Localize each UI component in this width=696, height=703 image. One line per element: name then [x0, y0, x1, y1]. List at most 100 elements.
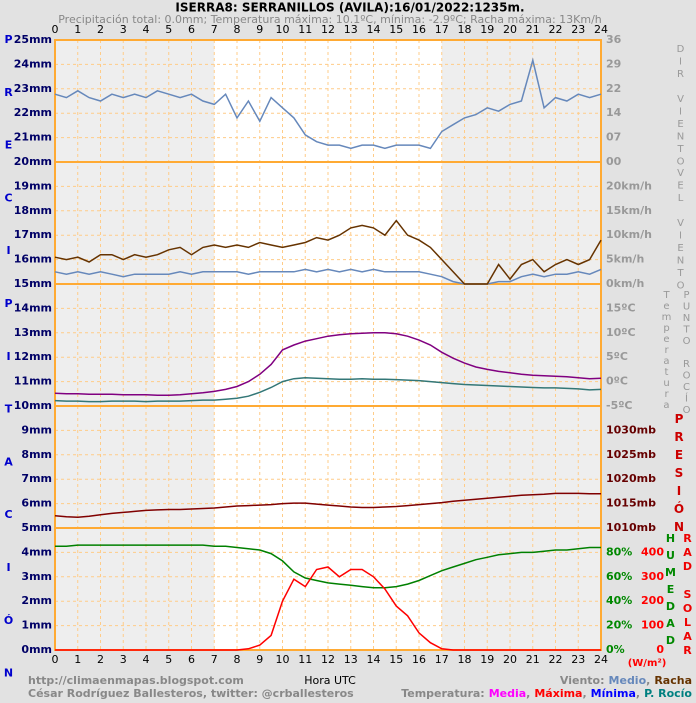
y2-tick-label: 0	[656, 643, 664, 656]
y-tick-label: 11mm	[14, 375, 52, 388]
x-tick-label: 15	[389, 653, 403, 666]
x-tick-label: 8	[234, 23, 241, 36]
series-line	[54, 219, 602, 285]
y-tick-label: 10ºC	[606, 326, 636, 339]
x-tick-label: 0	[52, 653, 59, 666]
y-tick-label: 40%	[606, 594, 632, 607]
x-tick-label: 6	[188, 23, 195, 36]
y2-unit: (W/m²)	[628, 658, 667, 669]
y-tick-label: 8mm	[21, 448, 52, 461]
precip-label: PRECIPITACIÓN	[2, 33, 15, 703]
x-tick-label: 1	[74, 23, 81, 36]
x-tick-label: 7	[211, 23, 218, 36]
y2-tick-label: 400	[641, 545, 664, 558]
y-tick-label: 23mm	[14, 82, 52, 95]
x-tick-label: 13	[344, 653, 358, 666]
series-line	[54, 376, 602, 403]
x-tick-label: 10	[276, 23, 290, 36]
x-tick-label: 4	[143, 653, 150, 666]
legend: Viento: Medio, Racha	[560, 674, 692, 687]
legend-title: Viento:	[560, 674, 605, 687]
panel-label: VEL VIENTO	[675, 168, 686, 293]
y-tick-label: 17mm	[14, 228, 52, 241]
panel-label: PUNTO ROCÍO	[681, 290, 692, 417]
y-tick-label: 15km/h	[606, 204, 652, 217]
plot-frame	[54, 39, 602, 651]
y2-tick-label: 300	[641, 570, 664, 583]
y-tick-label: 07	[606, 131, 621, 144]
x-axis-label: Hora UTC	[304, 674, 356, 687]
night-shade	[55, 40, 215, 650]
y-tick-label: 36	[606, 33, 622, 46]
x-tick-label: 22	[549, 23, 563, 36]
y-tick-label: 1015mb	[606, 497, 656, 510]
y-tick-label: 5mm	[21, 521, 52, 534]
y-tick-label: 00	[606, 155, 622, 168]
x-tick-label: 24	[594, 23, 608, 36]
x-tick-label: 23	[571, 653, 585, 666]
x-tick-label: 11	[298, 23, 312, 36]
y-tick-label: 21mm	[14, 131, 52, 144]
y-tick-label: 6mm	[21, 497, 52, 510]
legend-entry: Mínima	[591, 687, 636, 700]
legend-separator: ,	[636, 687, 640, 700]
y-tick-label: 20km/h	[606, 179, 652, 192]
x-tick-label: 16	[412, 23, 426, 36]
legend-entry: P. Rocío	[644, 687, 692, 700]
y-tick-label: 20%	[606, 619, 632, 632]
series-line	[55, 544, 601, 589]
x-tick-label: 20	[503, 23, 517, 36]
x-tick-label: 16	[412, 653, 426, 666]
y-tick-label: 0%	[606, 643, 625, 656]
y-tick-label: 15ºC	[606, 301, 636, 314]
x-tick-label: 10	[276, 653, 290, 666]
x-tick-label: 9	[256, 23, 263, 36]
panel-label: DIR VIENTO	[675, 44, 686, 169]
x-tick-label: 22	[549, 653, 563, 666]
series-line	[54, 332, 602, 397]
panel-label: Temperatura	[661, 290, 672, 411]
y-tick-label: 10km/h	[606, 228, 652, 241]
x-tick-label: 8	[234, 653, 241, 666]
legend-separator: ,	[582, 687, 586, 700]
credit: http://climaenmapas.blogspot.com	[28, 674, 244, 687]
legend-separator: ,	[646, 674, 650, 687]
panel-label: HUMEDAD	[664, 532, 677, 651]
y-tick-label: 4mm	[21, 545, 52, 558]
legend-entry: Medio	[609, 674, 647, 687]
y-tick-label: 16mm	[14, 253, 52, 266]
x-tick-label: 3	[120, 23, 127, 36]
x-tick-label: 23	[571, 23, 585, 36]
x-tick-label: 18	[458, 653, 472, 666]
y2-tick-label: 100	[641, 619, 664, 632]
x-tick-label: 7	[211, 653, 218, 666]
x-tick-label: 15	[389, 23, 403, 36]
series-line	[55, 566, 601, 651]
y-tick-label: 9mm	[21, 423, 52, 436]
x-tick-label: 9	[256, 653, 263, 666]
y-tick-label: 80%	[606, 545, 632, 558]
series-line	[54, 268, 602, 285]
x-tick-label: 18	[458, 23, 472, 36]
y-tick-label: 25mm	[14, 33, 52, 46]
legend: Temperatura: Media, Máxima, Mínima, P. Rocío	[401, 687, 692, 700]
x-tick-label: 20	[503, 653, 517, 666]
x-tick-label: 19	[480, 653, 494, 666]
x-tick-label: 2	[97, 23, 104, 36]
y-tick-label: 1020mb	[606, 472, 656, 485]
y-tick-label: 7mm	[21, 472, 52, 485]
chart-subtitle: Precipitación total: 0.0mm; Temperatura …	[58, 13, 602, 26]
legend-title: Temperatura:	[401, 687, 484, 700]
y-tick-label: 22mm	[14, 106, 52, 119]
y-tick-label: -5ºC	[606, 399, 633, 412]
x-tick-label: 14	[367, 653, 381, 666]
panel-label: RAD SOLAR	[681, 532, 694, 658]
y-tick-label: 20mm	[14, 155, 52, 168]
y-tick-label: 29	[606, 57, 621, 70]
x-tick-label: 19	[480, 23, 494, 36]
y-tick-label: 5km/h	[606, 253, 644, 266]
y-tick-label: 1025mb	[606, 448, 656, 461]
credit: César Rodríguez Ballesteros, twitter: @c…	[28, 687, 354, 700]
y-tick-label: 12mm	[14, 350, 52, 363]
